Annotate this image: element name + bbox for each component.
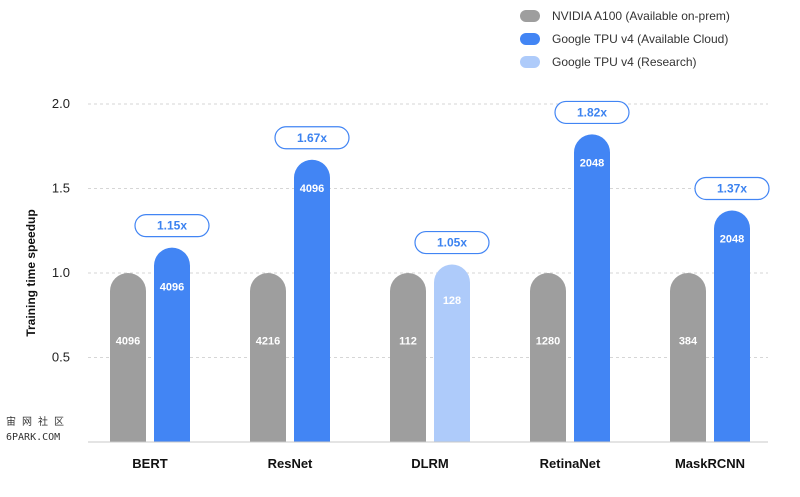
bar-value-label: 4096 — [116, 336, 140, 348]
speedup-label: 1.15x — [157, 219, 187, 233]
speedup-badge — [414, 230, 490, 255]
watermark-line2: 6PARK.COM — [6, 432, 60, 443]
bar-group-maskrcnn: 384 2048 1.37x MaskRCNN — [670, 176, 770, 471]
bar — [390, 273, 426, 442]
legend: NVIDIA A100 (Available on-prem) Google TP… — [520, 9, 730, 69]
bar-value-label: 112 — [399, 336, 417, 348]
speedup-badge — [554, 100, 630, 125]
bar-value-label: 4096 — [300, 183, 324, 195]
legend-entry: Google TPU v4 (Available Cloud) — [552, 32, 728, 46]
speedup-label: 1.82x — [577, 105, 607, 119]
bar-value-label: 2048 — [580, 157, 604, 169]
bar — [714, 210, 750, 442]
bar-value-label: 128 — [443, 295, 461, 307]
speedup-badge — [694, 176, 770, 201]
y-tick-label: 1.5 — [52, 181, 70, 196]
bar-group-dlrm: 112 128 1.05x DLRM — [390, 230, 490, 471]
speedup-label: 1.05x — [437, 236, 467, 250]
watermark: 宙 网 社 区 6PARK.COM — [6, 415, 64, 443]
bar — [574, 134, 610, 442]
bar — [110, 273, 146, 442]
legend-entry: Google TPU v4 (Research) — [552, 55, 697, 69]
bar — [250, 273, 286, 442]
legend-swatch — [520, 56, 540, 68]
speedup-label: 1.67x — [297, 131, 327, 145]
category-label: RetinaNet — [540, 456, 601, 471]
bar — [530, 273, 566, 442]
legend-swatch — [520, 10, 540, 22]
grid — [88, 103, 768, 358]
y-axis-label: Training time speedup — [24, 209, 38, 336]
y-tick-label: 2.0 — [52, 96, 70, 111]
bar-value-label: 1280 — [536, 336, 560, 348]
bar-group-resnet: 4216 4096 1.67x ResNet — [250, 126, 350, 471]
bar — [670, 273, 706, 442]
bar-group-bert: 4096 4096 1.15x BERT — [110, 214, 210, 471]
legend-swatch — [520, 33, 540, 45]
legend-entry: NVIDIA A100 (Available on-prem) — [552, 9, 730, 23]
bar-value-label: 4216 — [256, 336, 280, 348]
category-label: ResNet — [268, 456, 313, 471]
watermark-line1: 宙 网 社 区 — [6, 415, 64, 428]
bars: 409640961.15xBERT421640961.67xResNet1121… — [110, 100, 770, 471]
y-tick-label: 1.0 — [52, 265, 70, 280]
y-tick-label: 0.5 — [52, 350, 70, 365]
speedup-badge — [134, 214, 210, 238]
bar-value-label: 2048 — [720, 233, 744, 245]
y-axis-ticks: 0.5 1.0 1.5 2.0 — [52, 96, 70, 365]
category-label: BERT — [132, 456, 167, 471]
category-label: MaskRCNN — [675, 456, 745, 471]
category-label: DLRM — [411, 456, 449, 471]
bar-value-label: 4096 — [160, 282, 184, 294]
speedup-badge — [274, 126, 350, 150]
bar — [434, 264, 470, 442]
speedup-label: 1.37x — [717, 181, 747, 195]
bar — [154, 247, 190, 442]
bar — [294, 159, 330, 442]
bar-value-label: 384 — [679, 336, 698, 348]
bar-group-retinanet: 1280 2048 1.82x RetinaNet — [530, 100, 630, 471]
